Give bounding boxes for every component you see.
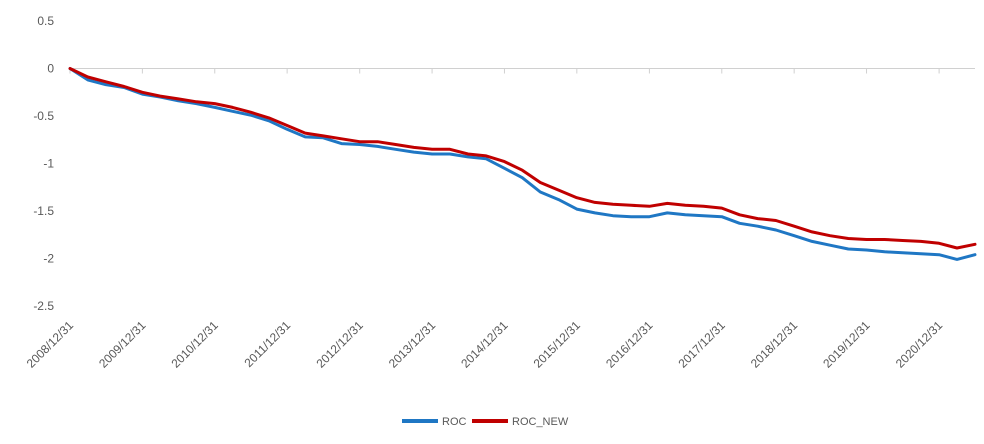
x-tick-label: 2012/12/31 [313, 318, 366, 371]
x-tick-label: 2010/12/31 [169, 318, 222, 371]
y-tick-label: 0.5 [37, 14, 54, 28]
x-tick-label: 2008/12/31 [24, 318, 77, 371]
y-tick-label: -0.5 [33, 109, 54, 123]
legend-label-roc-new: ROC_NEW [512, 416, 569, 428]
x-tick-label: 2013/12/31 [386, 318, 439, 371]
y-tick-label: 0 [47, 62, 54, 76]
x-tick-label: 2011/12/31 [242, 318, 294, 370]
legend-label-roc: ROC [442, 416, 467, 428]
series-lines [68, 67, 977, 261]
x-tick-label: 2015/12/31 [531, 318, 584, 371]
x-tick-label: 2009/12/31 [96, 318, 149, 371]
legend: ROC ROC_NEW [402, 416, 569, 428]
x-tick-label: 2019/12/31 [820, 318, 873, 371]
y-axis-tick-labels: 0.5 0 -0.5 -1 -1.5 -2 -2.5 [33, 14, 54, 313]
y-tick-label: -1 [43, 157, 54, 171]
series-line-roc-new [68, 67, 977, 250]
x-axis-tick-labels: 2008/12/31 2009/12/31 2010/12/31 2011/12/31… [24, 318, 946, 371]
x-tick-label: 2017/12/31 [676, 318, 729, 371]
x-tick-label: 2018/12/31 [748, 318, 801, 371]
y-tick-label: -1.5 [33, 204, 54, 218]
series-line-roc [68, 67, 977, 261]
y-tick-label: -2.5 [33, 299, 54, 313]
x-tick-label: 2020/12/31 [893, 318, 946, 371]
x-axis: 2008/12/31 2009/12/31 2010/12/31 2011/12/31… [24, 68, 975, 371]
x-tick-label: 2016/12/31 [603, 318, 656, 371]
x-axis-ticks [69, 68, 940, 74]
x-tick-label: 2014/12/31 [458, 318, 511, 371]
y-tick-label: -2 [43, 252, 54, 266]
